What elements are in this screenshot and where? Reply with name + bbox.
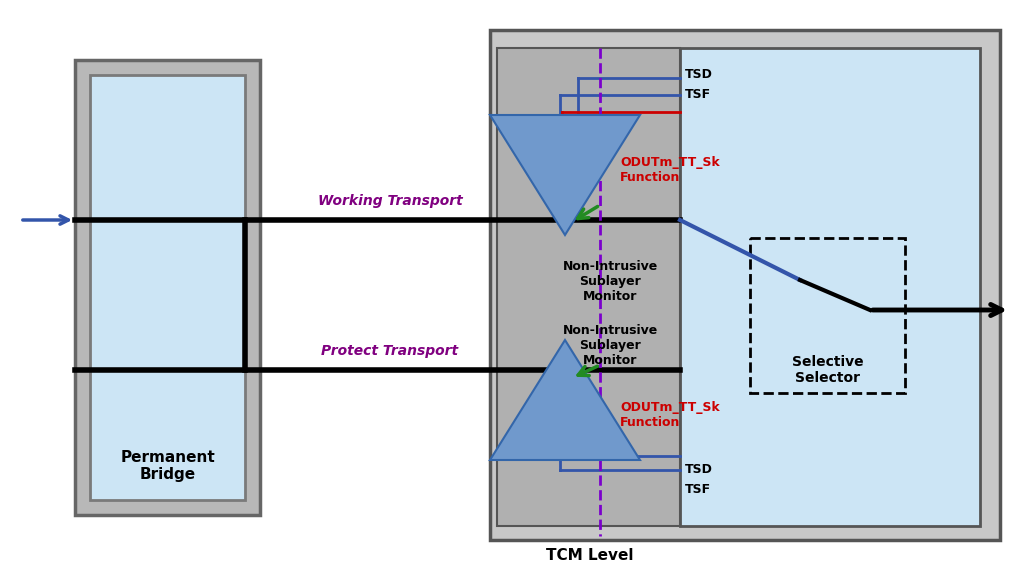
Text: TCM Level: TCM Level <box>546 548 634 563</box>
Text: ODUTm_TT_Sk
Function: ODUTm_TT_Sk Function <box>620 401 720 429</box>
Text: TSF: TSF <box>685 88 711 101</box>
Bar <box>490 30 1000 540</box>
Text: Working Transport: Working Transport <box>317 194 463 208</box>
Text: ODUTm_TT_Sk
Function: ODUTm_TT_Sk Function <box>620 156 720 184</box>
Text: Permanent
Bridge: Permanent Bridge <box>121 450 215 483</box>
Polygon shape <box>490 340 640 460</box>
Text: TSD: TSD <box>685 463 713 476</box>
Bar <box>75 60 260 515</box>
Text: Protect Transport: Protect Transport <box>322 344 459 358</box>
Bar <box>680 48 980 526</box>
Bar <box>750 238 905 393</box>
Bar <box>90 75 245 500</box>
Text: TSF: TSF <box>685 483 711 496</box>
Polygon shape <box>490 115 640 235</box>
Text: TSD: TSD <box>685 68 713 81</box>
Text: Selective
Selector: Selective Selector <box>793 355 864 385</box>
Text: Non-Intrusive
Sublayer
Monitor: Non-Intrusive Sublayer Monitor <box>562 324 657 366</box>
Bar <box>497 48 680 526</box>
Text: Non-Intrusive
Sublayer
Monitor: Non-Intrusive Sublayer Monitor <box>562 260 657 304</box>
